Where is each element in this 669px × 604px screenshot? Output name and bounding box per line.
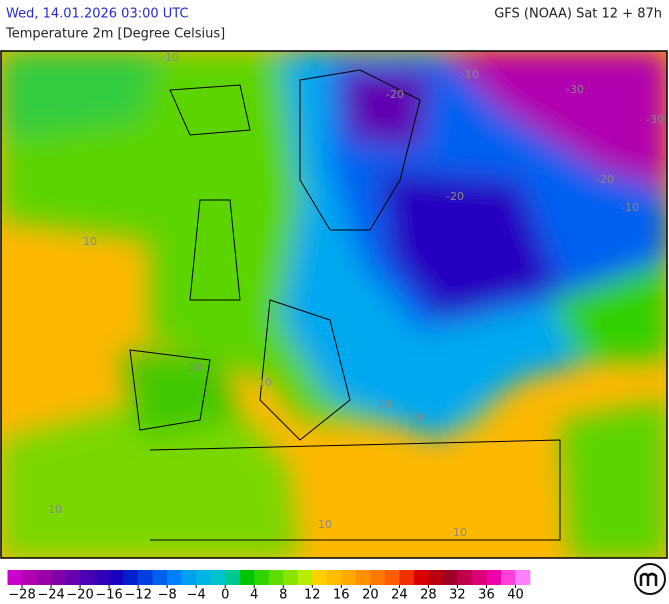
color-swatch xyxy=(167,570,182,585)
color-swatch xyxy=(471,570,487,585)
color-swatch xyxy=(500,570,516,585)
contour-label: 10 xyxy=(318,518,332,531)
tick-label: 20 xyxy=(362,588,379,601)
contour-label: -20 xyxy=(596,173,614,186)
color-swatch xyxy=(515,570,531,585)
tick-label: −24 xyxy=(37,588,64,601)
contour-label: -10 xyxy=(621,201,639,214)
tick-label: −20 xyxy=(66,588,93,601)
tick-label: 12 xyxy=(304,588,321,601)
contour-label: -10 xyxy=(461,68,479,81)
color-swatch xyxy=(80,570,95,585)
color-swatch xyxy=(486,570,502,585)
color-swatch xyxy=(65,570,81,585)
contour-label: 10 xyxy=(83,235,97,248)
color-swatch xyxy=(36,570,52,585)
map-frame xyxy=(0,50,668,559)
color-swatch xyxy=(312,570,328,585)
color-swatch xyxy=(254,570,270,585)
color-swatch xyxy=(355,570,371,585)
contour-label: 10 xyxy=(258,376,272,389)
datetime: Wed, 14.01.2026 03:00 UTC xyxy=(6,7,189,22)
contour-label: -10 xyxy=(161,51,179,64)
color-swatch xyxy=(370,570,386,585)
logo xyxy=(634,563,666,595)
tick-label: 36 xyxy=(478,588,495,601)
color-swatch xyxy=(413,570,429,585)
contour-label: -30 xyxy=(646,113,664,126)
color-swatch xyxy=(94,570,110,585)
color-swatch xyxy=(109,570,124,585)
color-swatch xyxy=(225,570,241,585)
contour-label: 10 xyxy=(378,398,392,411)
color-swatch xyxy=(297,570,313,585)
contour-label: 10 xyxy=(453,526,467,539)
contour-label: -20 xyxy=(446,190,464,203)
color-swatch xyxy=(442,570,458,585)
contour-label: -20 xyxy=(386,88,404,101)
tick-label: 32 xyxy=(449,588,466,601)
tick-label: 40 xyxy=(507,588,524,601)
color-swatch xyxy=(138,570,153,585)
color-swatch xyxy=(22,570,37,585)
contour-label: -10 xyxy=(406,411,424,424)
tick-label: −4 xyxy=(187,588,206,601)
color-swatch xyxy=(384,570,400,585)
tick-label: 16 xyxy=(333,588,350,601)
color-swatch xyxy=(399,570,415,585)
color-swatch xyxy=(123,570,139,585)
contour-label: -30 xyxy=(566,83,584,96)
color-swatch xyxy=(268,570,284,585)
color-swatch xyxy=(152,570,168,585)
contour-label: 10 xyxy=(48,503,62,516)
tick-label: 8 xyxy=(279,588,287,601)
color-swatch xyxy=(428,570,444,585)
contour-label: 10 xyxy=(188,361,202,374)
tick-label: 4 xyxy=(250,588,258,601)
tick-label: 24 xyxy=(391,588,408,601)
tick-label: 28 xyxy=(420,588,437,601)
tick-label: −12 xyxy=(124,588,151,601)
color-swatch xyxy=(457,570,473,585)
tick-label: −16 xyxy=(95,588,122,601)
color-swatch xyxy=(210,570,226,585)
color-swatch xyxy=(51,570,66,585)
parameter: Temperature 2m [Degree Celsius] xyxy=(5,27,225,42)
color-swatch xyxy=(196,570,211,585)
tick-label: −28 xyxy=(8,588,35,601)
colorbar: −28 −24 −20 −16 −12 −8 −4 0 4 8 12 16 20 24 28 32 36 40 xyxy=(7,570,531,603)
color-swatch xyxy=(239,570,255,585)
color-swatch xyxy=(341,570,357,585)
color-swatch xyxy=(7,570,23,585)
color-swatch xyxy=(283,570,299,585)
tick-label: 0 xyxy=(221,588,229,601)
color-swatch xyxy=(326,570,342,585)
tick-label: −8 xyxy=(158,588,177,601)
color-swatch xyxy=(181,570,197,585)
temperature-map: -10 -20 10 -10 -30 -30 -20 -10 -20 10 10 10 -10 10 10 1… xyxy=(1,51,667,558)
model: GFS (NOAA) Sat 12 + 87h xyxy=(494,7,662,22)
